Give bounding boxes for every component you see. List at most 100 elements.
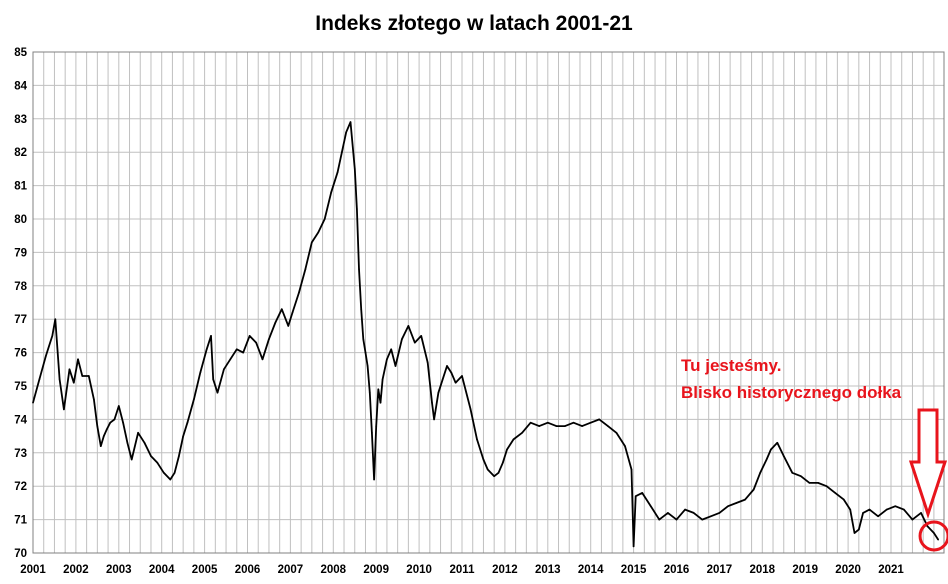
data-point bbox=[99, 445, 102, 447]
x-tick-label: 2013 bbox=[535, 564, 561, 576]
data-point bbox=[493, 475, 495, 477]
data-point bbox=[96, 425, 99, 427]
data-point bbox=[701, 518, 704, 521]
data-point bbox=[366, 365, 369, 367]
data-point bbox=[143, 441, 146, 444]
data-point bbox=[641, 492, 643, 494]
data-point bbox=[752, 488, 755, 491]
y-tick-label: 70 bbox=[14, 548, 27, 560]
data-point bbox=[109, 421, 112, 424]
data-point bbox=[356, 208, 358, 210]
data-point bbox=[589, 421, 592, 424]
data-point bbox=[223, 368, 225, 371]
x-tick-label: 2002 bbox=[63, 564, 89, 576]
data-point bbox=[32, 401, 34, 404]
x-tick-label: 2001 bbox=[20, 564, 46, 576]
data-point bbox=[38, 378, 41, 381]
data-point bbox=[268, 338, 270, 341]
y-tick-label: 81 bbox=[14, 181, 27, 193]
y-tick-label: 82 bbox=[14, 147, 27, 159]
data-point bbox=[808, 482, 811, 484]
data-point bbox=[210, 335, 212, 337]
x-tick-label: 2014 bbox=[578, 564, 604, 576]
data-point bbox=[156, 462, 159, 464]
x-tick-label: 2008 bbox=[321, 564, 347, 576]
data-point bbox=[193, 398, 195, 401]
data-point bbox=[555, 425, 558, 427]
data-point bbox=[298, 291, 300, 294]
x-tick-label: 2015 bbox=[621, 564, 647, 576]
x-tick-label: 2006 bbox=[235, 564, 261, 576]
x-tick-label: 2009 bbox=[363, 564, 389, 576]
data-point bbox=[437, 391, 440, 394]
data-point bbox=[63, 408, 65, 411]
y-tick-label: 78 bbox=[14, 281, 27, 293]
data-point bbox=[501, 462, 504, 464]
data-point bbox=[885, 508, 888, 511]
y-tick-label: 73 bbox=[14, 448, 27, 460]
data-point bbox=[229, 358, 232, 361]
data-point bbox=[581, 425, 583, 427]
data-point bbox=[373, 478, 375, 481]
x-tick-label: 2018 bbox=[750, 564, 776, 576]
data-point bbox=[894, 505, 897, 508]
data-point bbox=[377, 388, 380, 391]
data-point bbox=[853, 532, 856, 534]
data-point bbox=[353, 168, 356, 170]
data-point bbox=[336, 171, 339, 174]
data-point bbox=[667, 512, 669, 514]
data-point bbox=[926, 525, 929, 528]
data-point bbox=[216, 391, 219, 394]
data-point bbox=[486, 468, 489, 471]
data-point bbox=[281, 308, 283, 310]
data-point bbox=[379, 401, 382, 404]
data-point bbox=[381, 378, 384, 381]
data-point bbox=[920, 512, 922, 514]
data-point bbox=[77, 358, 79, 361]
data-point bbox=[317, 231, 320, 234]
data-point bbox=[817, 482, 819, 484]
data-point bbox=[102, 435, 105, 437]
data-point bbox=[684, 508, 686, 511]
data-point bbox=[744, 498, 746, 501]
data-point bbox=[386, 358, 388, 361]
data-point bbox=[407, 325, 410, 327]
series-line-0 bbox=[32, 121, 939, 548]
data-point bbox=[362, 338, 365, 341]
data-point bbox=[634, 495, 637, 498]
data-point bbox=[126, 441, 129, 444]
data-point bbox=[825, 485, 828, 488]
y-tick-label: 85 bbox=[14, 47, 27, 59]
x-tick-label: 2016 bbox=[664, 564, 690, 576]
y-tick-label: 83 bbox=[14, 114, 27, 126]
y-tick-label: 84 bbox=[14, 80, 27, 92]
data-point bbox=[364, 351, 367, 354]
data-point bbox=[291, 311, 294, 314]
data-point bbox=[349, 121, 352, 123]
chart-title: Indeks złotego w latach 2001-21 bbox=[315, 12, 633, 35]
data-point bbox=[242, 351, 245, 354]
data-point bbox=[368, 391, 371, 394]
y-tick-label: 80 bbox=[14, 214, 27, 226]
y-tick-label: 72 bbox=[14, 481, 27, 493]
annotation-circle bbox=[918, 520, 948, 552]
data-point bbox=[521, 431, 523, 434]
plot-area bbox=[32, 51, 945, 554]
data-point bbox=[345, 131, 347, 133]
data-point bbox=[649, 505, 652, 508]
data-point bbox=[431, 401, 433, 404]
data-point bbox=[261, 358, 264, 361]
data-point bbox=[360, 308, 362, 310]
data-point bbox=[770, 448, 772, 451]
x-tick-label: 2007 bbox=[278, 564, 304, 576]
data-point bbox=[572, 421, 575, 424]
data-point bbox=[718, 512, 721, 514]
data-point bbox=[843, 498, 845, 501]
data-point bbox=[658, 518, 661, 521]
data-point bbox=[330, 191, 332, 194]
data-point bbox=[163, 472, 165, 474]
data-point bbox=[45, 355, 47, 357]
data-point bbox=[426, 361, 429, 364]
data-point bbox=[937, 538, 939, 541]
